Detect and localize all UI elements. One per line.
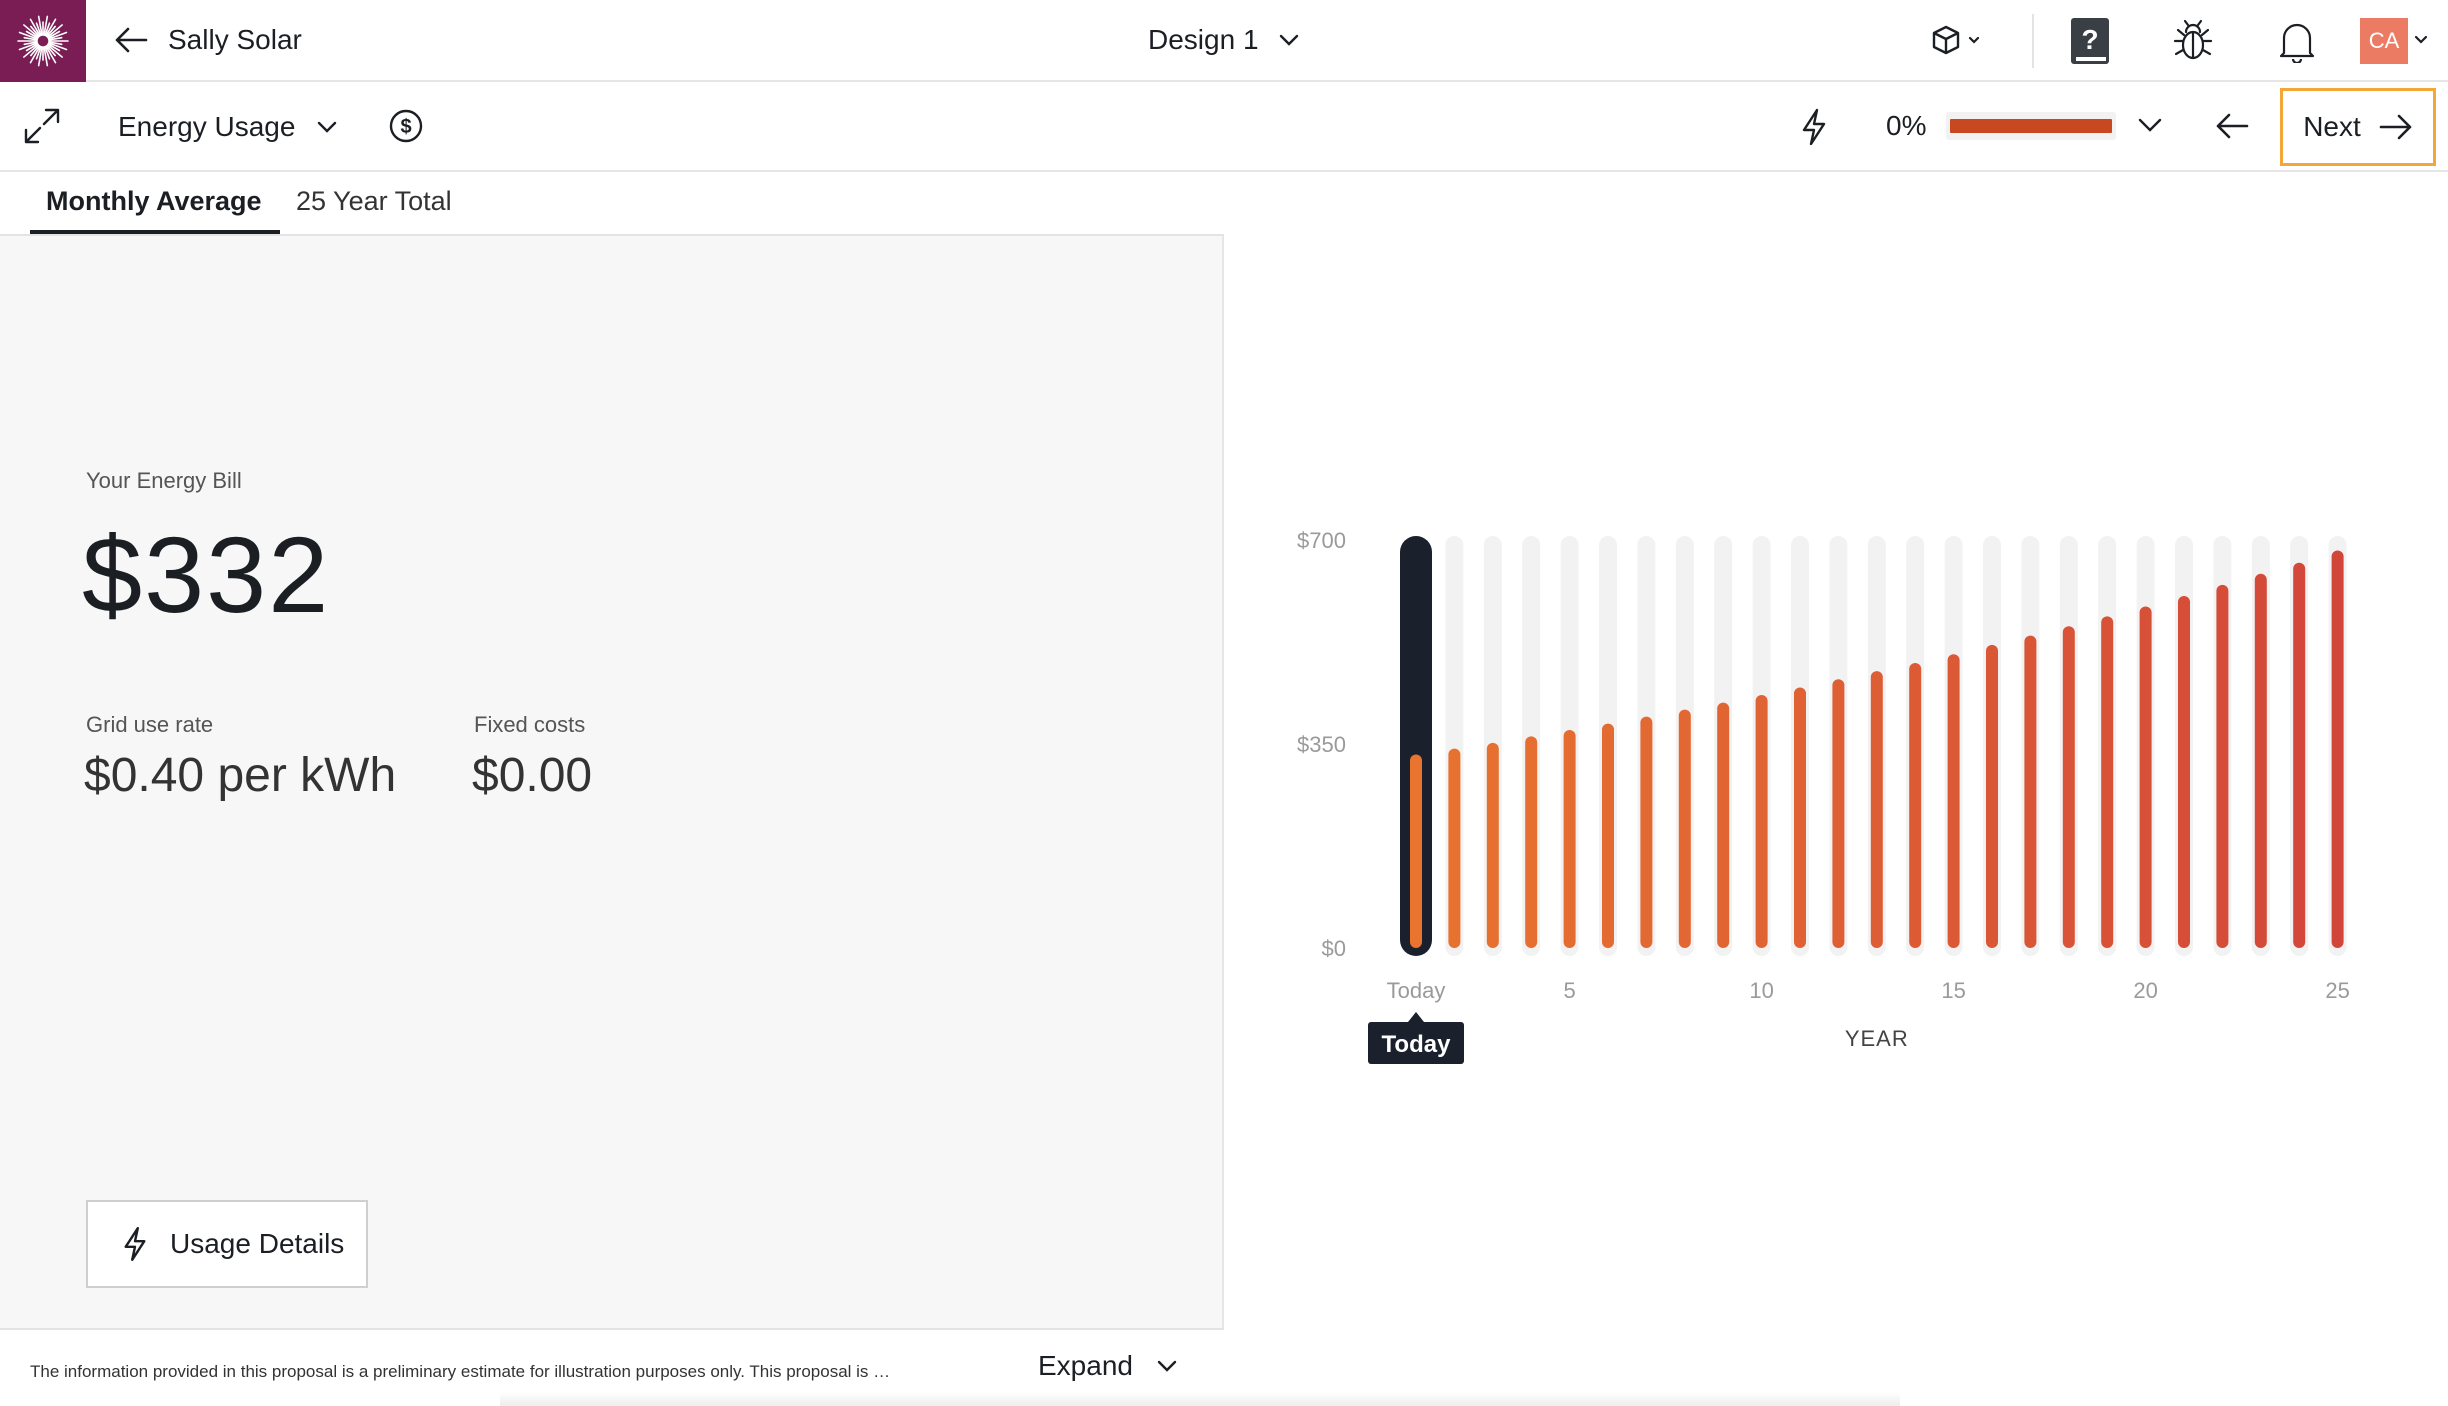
arrow-right-icon bbox=[2379, 114, 2412, 140]
bar bbox=[1947, 654, 1960, 948]
design-label: Design 1 bbox=[1148, 24, 1259, 55]
chevron-down-icon bbox=[1157, 1360, 1177, 1372]
arrow-left-icon[interactable] bbox=[2214, 108, 2250, 144]
bell-icon bbox=[2279, 23, 2315, 63]
arrow-left-icon bbox=[115, 27, 148, 53]
next-button[interactable]: Next bbox=[2280, 88, 2436, 166]
help-button[interactable]: ? bbox=[2070, 15, 2110, 67]
notifications-button[interactable] bbox=[2278, 15, 2316, 67]
x-tick-label: 5 bbox=[1563, 978, 1575, 1003]
lightning-bolt-icon bbox=[1802, 108, 1826, 146]
view-label: Energy Usage bbox=[118, 111, 296, 142]
chevron-down-icon[interactable] bbox=[2136, 110, 2164, 140]
bar bbox=[2062, 626, 2075, 948]
y-tick-label: $700 bbox=[1297, 528, 1346, 553]
x-tick-label: 10 bbox=[1749, 978, 1773, 1003]
report-bug-button[interactable] bbox=[2172, 15, 2214, 67]
svg-text:$: $ bbox=[400, 116, 411, 138]
bar bbox=[2178, 595, 2190, 948]
tooltip-box bbox=[1368, 1022, 1464, 1064]
x-tick-label: 20 bbox=[2133, 978, 2157, 1003]
bar bbox=[2101, 616, 2114, 948]
bar bbox=[2024, 635, 2037, 948]
bar bbox=[1986, 644, 1998, 948]
offset-percentage: 0% bbox=[1886, 110, 1927, 141]
customer-name: Sally Solar bbox=[168, 24, 302, 55]
bar bbox=[2331, 550, 2344, 948]
bar bbox=[1602, 723, 1614, 948]
lightning-bolt-icon bbox=[124, 1227, 146, 1261]
bar bbox=[1909, 662, 1922, 948]
bar bbox=[2254, 573, 2267, 948]
3d-view-menu[interactable] bbox=[1926, 15, 1986, 67]
expand-label: Expand bbox=[1038, 1350, 1133, 1381]
bar bbox=[1525, 736, 1538, 948]
top-bar: Sally Solar Design 1 ? bbox=[0, 0, 2448, 82]
energy-bill-label: Your Energy Bill bbox=[86, 468, 242, 493]
sunburst-logo-icon bbox=[17, 15, 69, 67]
bar bbox=[1486, 742, 1499, 948]
bar bbox=[2139, 606, 2152, 948]
grid-rate-value: $0.40 per kWh bbox=[84, 749, 397, 802]
bar bbox=[1755, 695, 1768, 948]
bar bbox=[1717, 702, 1730, 948]
chevron-down-icon[interactable] bbox=[2412, 30, 2430, 48]
dollar-circle-icon[interactable]: $ bbox=[388, 108, 424, 144]
svg-text:?: ? bbox=[2081, 24, 2098, 55]
avatar-initials: CA bbox=[2368, 28, 2400, 53]
tooltip-pointer bbox=[1408, 1012, 1424, 1022]
view-select[interactable]: Energy Usage bbox=[118, 104, 337, 150]
design-select[interactable]: Design 1 bbox=[1148, 18, 1299, 62]
bar bbox=[1794, 687, 1806, 948]
bar bbox=[2293, 562, 2306, 948]
chevron-down-icon bbox=[318, 121, 337, 133]
bug-icon bbox=[2173, 19, 2213, 60]
bar bbox=[1563, 730, 1576, 948]
x-axis-label: YEAR bbox=[1845, 1026, 1909, 1051]
cube-icon bbox=[1932, 25, 1980, 55]
fixed-costs-value: $0.00 bbox=[472, 749, 593, 802]
offset-progress-fill bbox=[1950, 119, 2112, 133]
bar bbox=[1448, 748, 1461, 948]
x-tick-label: Today bbox=[1387, 978, 1446, 1003]
section-toolbar: Energy Usage $ 0% Next bbox=[0, 82, 2448, 172]
bill-projection-chart-panel: $0 $350 $700 Today 5 10 15 20 25 YEAR Today bbox=[1226, 172, 2448, 1406]
next-label: Next bbox=[2303, 111, 2361, 142]
highlighted-bar-track bbox=[1400, 536, 1432, 956]
x-tick-label: 25 bbox=[2325, 978, 2349, 1003]
energy-bill-value: $332 bbox=[82, 514, 331, 635]
bar bbox=[1870, 671, 1883, 948]
bar bbox=[1640, 716, 1653, 948]
bar bbox=[1410, 754, 1422, 948]
toolbar-divider bbox=[2032, 14, 2034, 68]
bottom-shadow bbox=[500, 1392, 1900, 1406]
company-logo[interactable] bbox=[0, 0, 86, 82]
tab-25-year-total[interactable]: 25 Year Total bbox=[296, 186, 452, 216]
x-tick-label: 15 bbox=[1941, 978, 1965, 1003]
chevron-down-icon bbox=[1279, 34, 1298, 46]
grid-rate-label: Grid use rate bbox=[86, 712, 214, 737]
period-tabs: Monthly Average 25 Year Total bbox=[0, 172, 1224, 236]
bill-projection-chart: $0 $350 $700 Today 5 10 15 20 25 YEAR Today bbox=[1297, 528, 2350, 1064]
help-book-icon: ? bbox=[2071, 18, 2109, 64]
disclaimer-text: The information provided in this proposa… bbox=[30, 1362, 891, 1381]
usage-details-button[interactable]: Usage Details bbox=[86, 1200, 368, 1288]
usage-details-label: Usage Details bbox=[170, 1228, 345, 1259]
user-avatar[interactable]: CA bbox=[2360, 18, 2408, 64]
tooltip-label: Today bbox=[1382, 1031, 1452, 1058]
bar bbox=[1678, 709, 1691, 948]
y-tick-label: $0 bbox=[1322, 936, 1346, 961]
active-tab-indicator bbox=[30, 230, 280, 234]
bar bbox=[1832, 679, 1845, 948]
fixed-costs-label: Fixed costs bbox=[474, 712, 586, 737]
bar bbox=[2216, 584, 2229, 948]
bill-summary-panel: Monthly Average 25 Year Total Your Energ… bbox=[0, 172, 1224, 1406]
offset-progress-bar bbox=[1946, 112, 2116, 140]
back-to-customer-link[interactable]: Sally Solar bbox=[114, 18, 302, 62]
expand-disclaimer-button[interactable]: Expand bbox=[1038, 1350, 1177, 1382]
tab-monthly-average[interactable]: Monthly Average bbox=[46, 186, 262, 216]
fullscreen-expand-icon[interactable] bbox=[22, 106, 62, 146]
y-tick-label: $350 bbox=[1297, 732, 1346, 757]
